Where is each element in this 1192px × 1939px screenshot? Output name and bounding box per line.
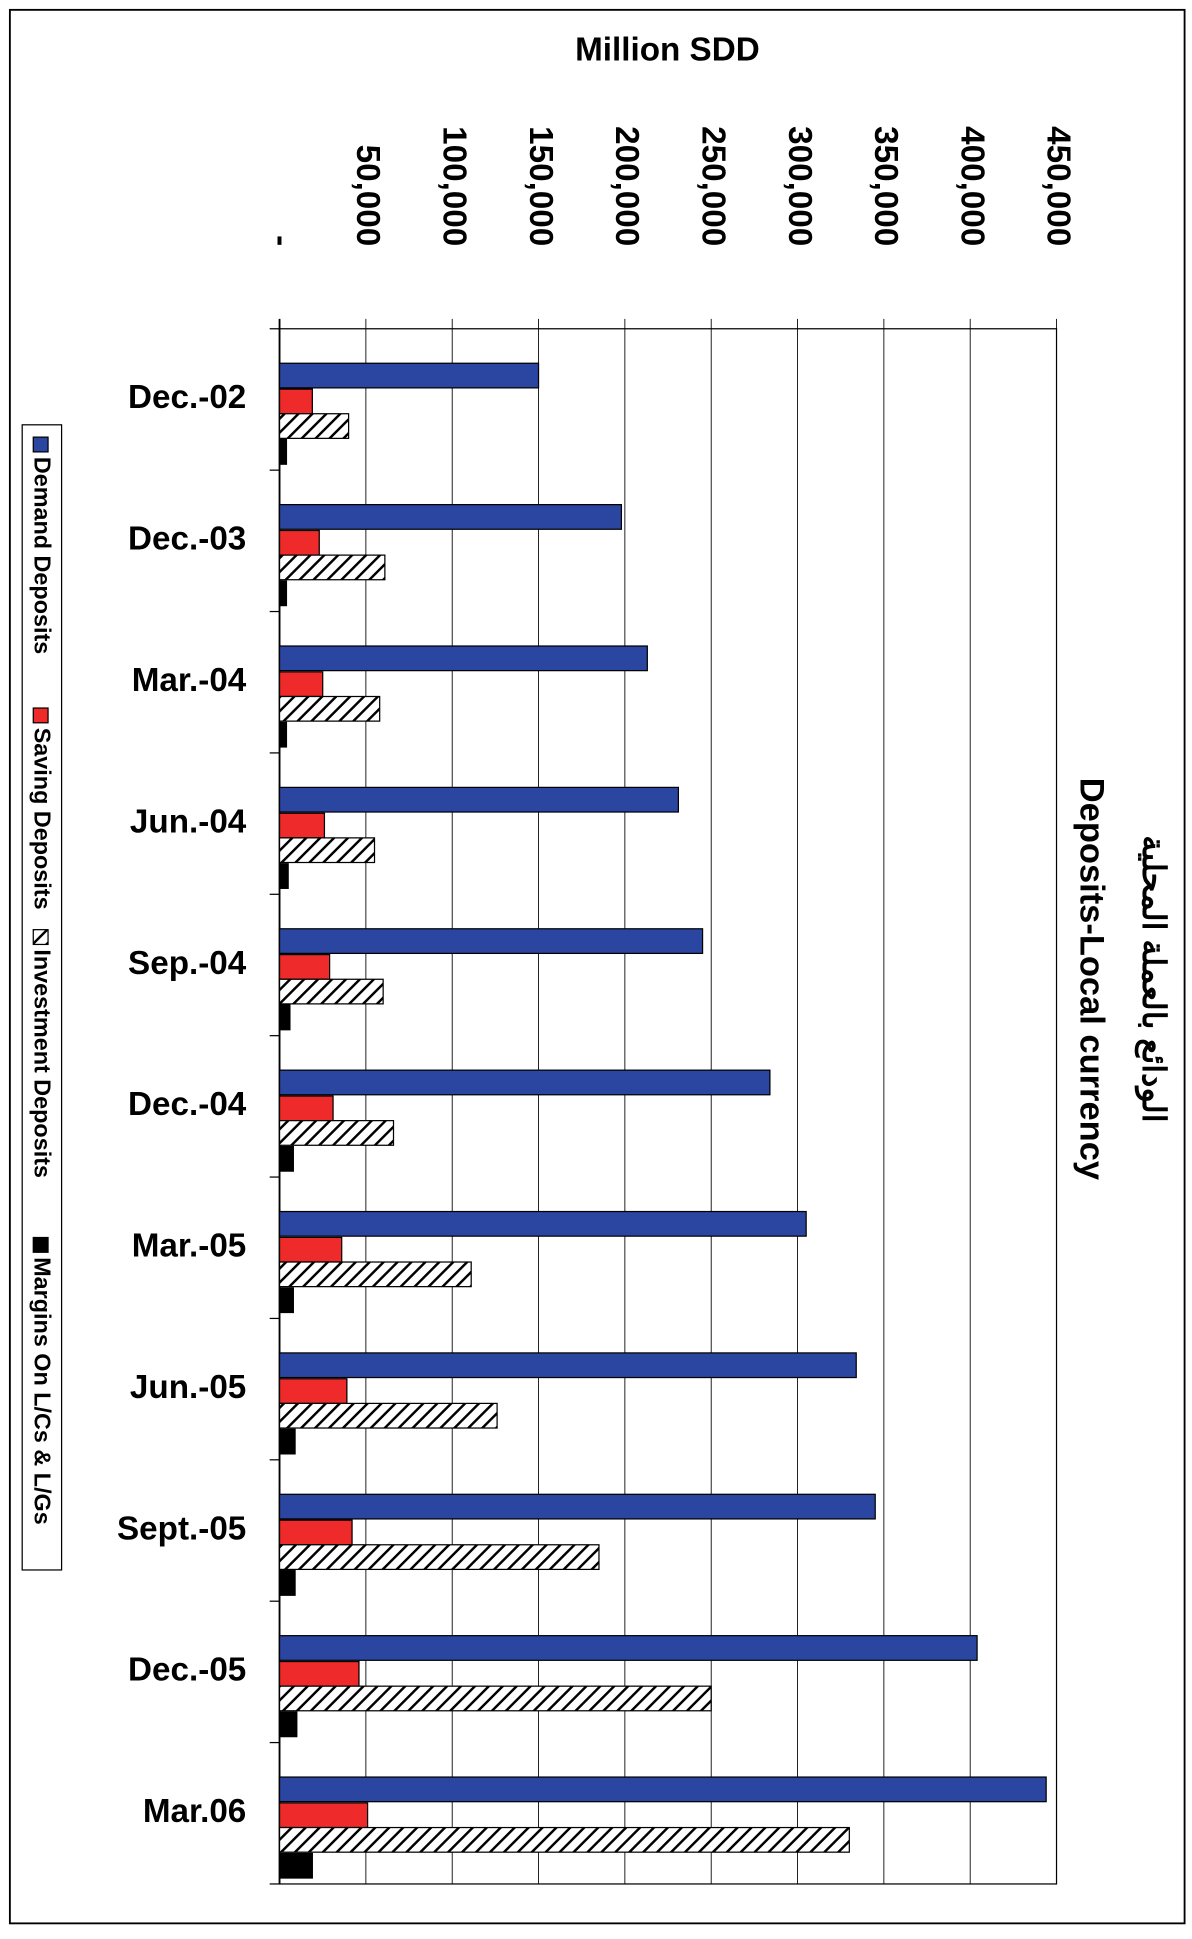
- bar: [278, 504, 623, 530]
- bar: [278, 1685, 712, 1712]
- bar: [278, 1069, 771, 1096]
- x-tick-label: Dec.-03: [128, 521, 246, 558]
- x-tick-label: Jun.-05: [130, 1369, 246, 1406]
- bar: [278, 580, 288, 607]
- y-tick-label: 200,000: [608, 126, 645, 246]
- bar: [278, 413, 350, 439]
- bar: [278, 695, 381, 722]
- bar: [278, 1287, 294, 1314]
- bar: [278, 438, 288, 465]
- y-tick-label: 100,000: [435, 126, 472, 246]
- x-tick-label: Sept.-05: [117, 1510, 246, 1547]
- bar: [278, 1660, 360, 1687]
- bar: [278, 837, 376, 864]
- legend-label: Investment Deposits: [29, 949, 55, 1178]
- y-tick-label: 400,000: [953, 126, 990, 246]
- bar: [278, 1352, 857, 1379]
- bar: [278, 1428, 296, 1455]
- bar: [278, 645, 648, 672]
- y-tick-label: 50,000: [349, 145, 386, 247]
- bar: [278, 928, 704, 955]
- bar: [278, 1852, 313, 1879]
- legend-swatch: [32, 707, 49, 724]
- bar: [278, 1493, 876, 1520]
- x-tick-label: Jun.-04: [130, 803, 247, 840]
- x-tick-label: Sep.-04: [128, 945, 247, 982]
- axis-title: Million SDD: [575, 31, 760, 68]
- legend: [21, 424, 63, 1571]
- bar: [278, 1210, 807, 1237]
- legend-label: Margins On L/Cs & L/Gs: [29, 1257, 55, 1525]
- bar: [278, 671, 324, 698]
- bar: [278, 1519, 353, 1546]
- bar: [278, 554, 386, 581]
- x-tick-label: Dec.-04: [128, 1086, 247, 1123]
- bar: [278, 1802, 369, 1829]
- bar: [278, 786, 680, 813]
- bar: [278, 1544, 600, 1571]
- bar: [278, 1776, 1047, 1803]
- bar: [278, 1261, 472, 1288]
- chart-title: Deposits-Local currency: [1073, 778, 1111, 1180]
- y-tick-label: 250,000: [694, 126, 731, 246]
- legend-swatch: [32, 436, 49, 453]
- bar: [278, 1095, 334, 1122]
- bar: [278, 1826, 850, 1853]
- x-tick-label: Mar.06: [143, 1793, 246, 1830]
- x-tick-label: Mar.-05: [132, 1228, 247, 1265]
- bar: [278, 1236, 343, 1263]
- bar: [278, 1402, 498, 1429]
- bar: [278, 1711, 298, 1738]
- y-tick-label: 350,000: [867, 126, 904, 246]
- chart-subtitle: الودائع بالعملة المحلية: [1134, 835, 1172, 1122]
- y-tick-label: 450,000: [1040, 126, 1077, 246]
- frame: [8, 8, 1186, 1925]
- legend-label: Demand Deposits: [29, 457, 55, 654]
- bar: [278, 1004, 291, 1031]
- legend-label: Saving Deposits: [29, 728, 55, 910]
- x-tick-label: Mar.-04: [132, 662, 247, 699]
- bar: [278, 954, 331, 980]
- legend-swatch: [32, 929, 49, 946]
- bar: [278, 1570, 296, 1596]
- bar: [278, 721, 288, 748]
- bar: [278, 362, 540, 389]
- bar: [278, 863, 289, 889]
- bar: [278, 388, 313, 415]
- bar: [278, 812, 326, 839]
- bar: [278, 529, 320, 556]
- bar: [278, 978, 384, 1005]
- y-tick-label: 150,000: [522, 126, 559, 246]
- x-tick-label: Dec.-02: [128, 379, 246, 416]
- bar: [278, 1145, 294, 1172]
- y-tick-label: 300,000: [781, 126, 818, 246]
- bar: [278, 1635, 978, 1661]
- x-tick-label: Dec.-05: [128, 1652, 246, 1689]
- bar: [278, 1378, 348, 1405]
- legend-swatch: [32, 1236, 49, 1253]
- bar: [278, 1120, 395, 1146]
- y-tick-label: -: [263, 235, 300, 246]
